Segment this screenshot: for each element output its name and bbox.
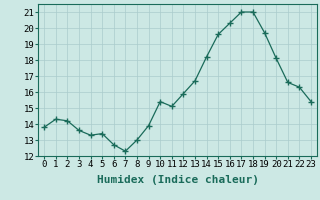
X-axis label: Humidex (Indice chaleur): Humidex (Indice chaleur) [97, 175, 259, 185]
